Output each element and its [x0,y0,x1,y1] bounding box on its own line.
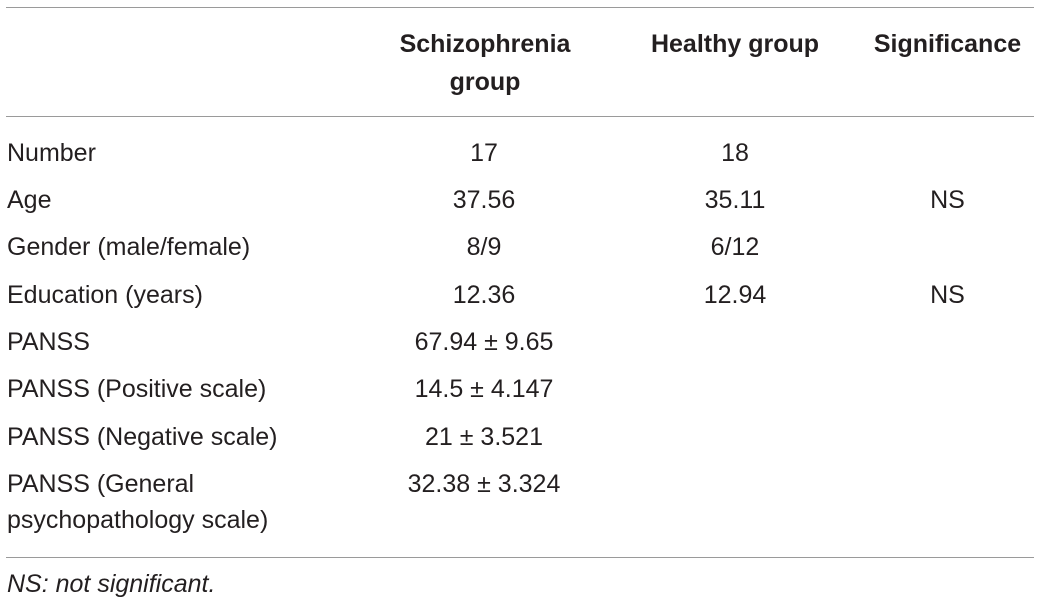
row-schizophrenia-value: 14.5 ± 4.147 [414,375,554,403]
row-healthy-value: 18 [721,139,749,167]
row-healthy-value: 35.11 [704,186,766,214]
header-schizophrenia-line2: group [449,68,521,96]
table-top-rule [6,7,1034,8]
row-label: Age [7,186,52,214]
table-footnote: NS: not significant. [7,570,216,598]
row-healthy-value: 6/12 [710,233,760,261]
row-label: PANSS (General psychopathology scale) [7,470,269,534]
row-label: Number [7,139,96,167]
row-label: Gender (male/female) [7,233,251,261]
row-schizophrenia-value: 32.38 ± 3.324 [407,470,561,498]
row-schizophrenia-value: 37.56 [452,186,516,214]
table-header-rule [6,116,1034,117]
row-label: PANSS (Negative scale) [7,423,278,451]
row-schizophrenia-value: 17 [470,139,498,167]
row-label: PANSS [7,328,90,356]
table-bottom-rule [6,557,1034,558]
row-schizophrenia-value: 12.36 [452,281,516,309]
header-schizophrenia-group: Schizophrenia group [365,25,605,101]
header-healthy-group: Healthy group [650,30,820,58]
header-significance: Significance [873,30,1022,58]
row-schizophrenia-value: 67.94 ± 9.65 [414,328,554,356]
row-label: Education (years) [7,281,203,309]
row-significance-value: NS [930,186,965,214]
row-schizophrenia-value: 8/9 [466,233,502,261]
header-schizophrenia-line1: Schizophrenia [399,30,571,58]
row-label: PANSS (Positive scale) [7,375,267,403]
row-significance-value: NS [930,281,965,309]
row-schizophrenia-value: 21 ± 3.521 [425,423,543,451]
row-healthy-value: 12.94 [703,281,767,309]
